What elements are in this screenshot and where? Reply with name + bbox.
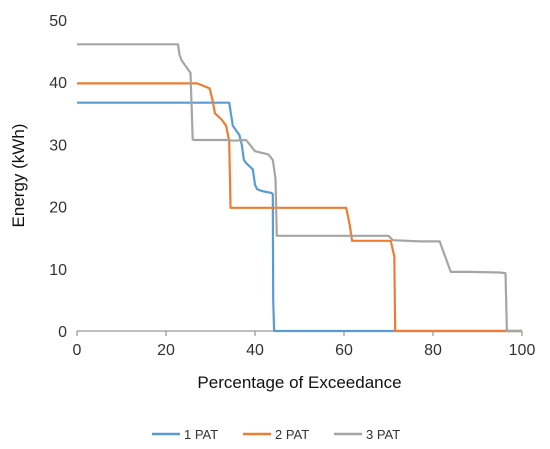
y-axis-title: Energy (kWh) xyxy=(9,124,28,228)
legend: 1 PAT 2 PAT 3 PAT xyxy=(152,427,400,442)
series-line-1 xyxy=(77,101,522,333)
x-axis-ticks: 0 20 40 60 80 100 xyxy=(73,331,536,359)
x-tick-label: 20 xyxy=(157,342,175,359)
legend-label: 2 PAT xyxy=(275,427,309,442)
y-tick-label: 30 xyxy=(49,137,67,154)
legend-label: 3 PAT xyxy=(366,427,400,442)
y-tick-label: 10 xyxy=(49,262,67,279)
series-line-2 xyxy=(77,82,522,333)
x-tick-label: 80 xyxy=(424,342,442,359)
series-line-3 xyxy=(77,43,522,333)
y-tick-label: 50 xyxy=(49,13,67,30)
x-axis-title: Percentage of Exceedance xyxy=(197,373,401,392)
y-tick-label: 40 xyxy=(49,75,67,92)
x-tick-label: 60 xyxy=(335,342,353,359)
series-lines xyxy=(77,43,522,333)
x-tick-label: 0 xyxy=(73,342,82,359)
x-tick-label: 40 xyxy=(246,342,264,359)
x-tick-label: 100 xyxy=(509,342,536,359)
legend-label: 1 PAT xyxy=(184,427,218,442)
y-tick-label: 0 xyxy=(58,324,67,341)
y-tick-label: 20 xyxy=(49,200,67,217)
y-axis-ticks: 0 10 20 30 40 50 xyxy=(49,13,67,341)
